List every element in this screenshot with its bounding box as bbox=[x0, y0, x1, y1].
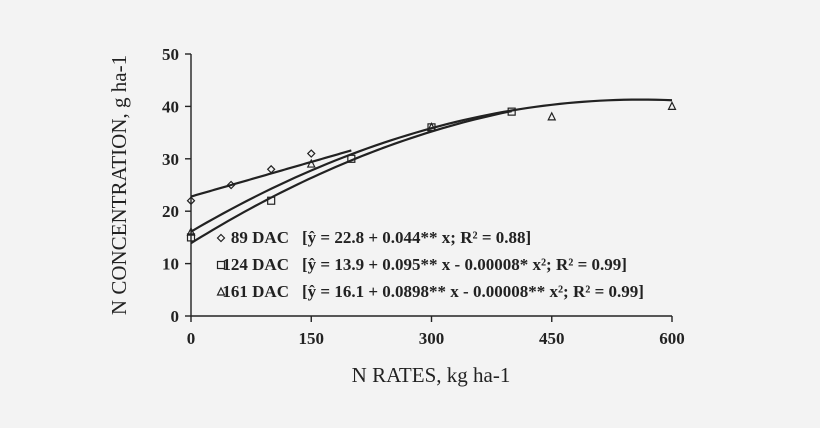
y-tick-label: 50 bbox=[162, 45, 179, 64]
y-tick-label: 30 bbox=[162, 150, 179, 169]
x-tick-label: 300 bbox=[419, 329, 445, 348]
x-tick-label: 450 bbox=[539, 329, 565, 348]
data-point-triangle bbox=[306, 158, 316, 168]
data-point-triangle bbox=[186, 226, 196, 236]
y-axis-title: N CONCENTRATION, g ha-1 bbox=[107, 55, 131, 315]
data-point-square bbox=[347, 154, 356, 163]
x-tick-label: 0 bbox=[187, 329, 196, 348]
data-point-square bbox=[267, 196, 276, 205]
legend-label: 161 DAC bbox=[222, 282, 289, 301]
data-point-triangle bbox=[427, 122, 436, 131]
y-tick-label: 0 bbox=[171, 307, 180, 326]
data-point-diamond bbox=[306, 149, 316, 158]
data-point-square bbox=[186, 233, 196, 242]
fit-line-triangle bbox=[190, 98, 673, 233]
legend-equation: [ŷ = 22.8 + 0.044** x; R² = 0.88] bbox=[302, 228, 531, 247]
axes bbox=[185, 53, 673, 322]
x-axis-title: N RATES, kg ha-1 bbox=[352, 363, 511, 387]
x-tick-label: 150 bbox=[299, 329, 325, 348]
legend-marker-triangle bbox=[216, 286, 226, 296]
data-point-square bbox=[507, 107, 516, 116]
legend-label: 89 DAC bbox=[231, 228, 289, 247]
fit-line-square bbox=[190, 110, 512, 245]
legend-marker-square bbox=[216, 260, 226, 270]
data-point-triangle bbox=[547, 111, 557, 121]
data-point-diamond bbox=[226, 180, 236, 190]
fit-lines bbox=[190, 98, 673, 245]
data-point-diamond bbox=[266, 164, 276, 174]
legend-equation: [ŷ = 13.9 + 0.095** x - 0.00008* x²; R² … bbox=[302, 255, 627, 274]
x-tick-label: 600 bbox=[659, 329, 685, 348]
y-tick-label: 10 bbox=[162, 255, 179, 274]
tick-labels: 0 10 20 30 40 50 0 150 300 450 600 bbox=[162, 45, 685, 348]
legend-equation: [ŷ = 16.1 + 0.0898** x - 0.00008** x²; R… bbox=[302, 282, 644, 301]
legend: 89 DAC [ŷ = 22.8 + 0.044** x; R² = 0.88] 1… bbox=[216, 228, 644, 301]
legend-marker-diamond bbox=[216, 233, 226, 243]
y-tick-label: 40 bbox=[162, 97, 179, 116]
data-point-triangle bbox=[667, 101, 677, 111]
data-points bbox=[186, 101, 677, 242]
data-point-diamond bbox=[186, 196, 196, 206]
legend-label: 124 DAC bbox=[222, 255, 289, 274]
y-tick-label: 20 bbox=[162, 202, 179, 221]
